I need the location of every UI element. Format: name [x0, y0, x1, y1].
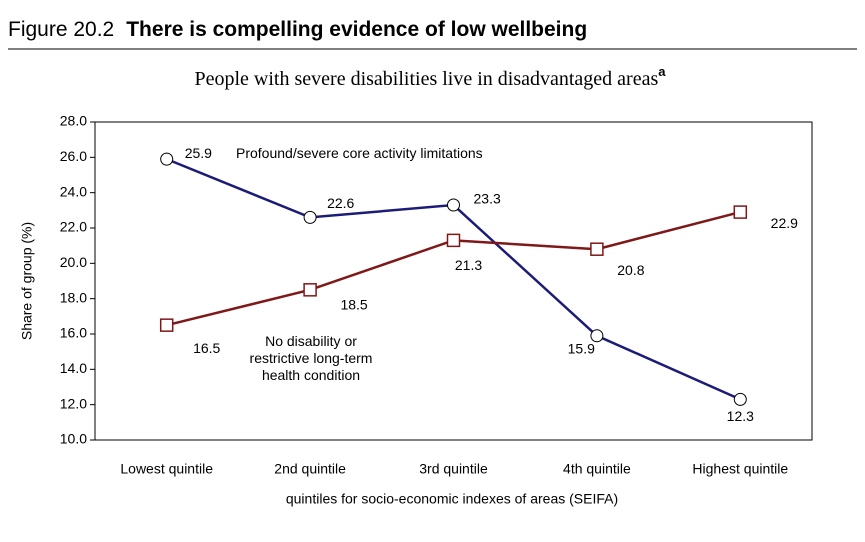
y-tick-label: 20.0	[60, 254, 87, 270]
data-label: 23.3	[474, 191, 501, 207]
subtitle-superscript: a	[658, 64, 666, 79]
x-axis-title: quintiles for socio-economic indexes of …	[286, 491, 618, 507]
y-tick-label: 26.0	[60, 148, 87, 164]
title: There is compelling evidence of low well…	[126, 18, 587, 41]
marker	[303, 210, 317, 224]
marker	[733, 205, 748, 219]
subtitle: People with severe disabilities live in …	[195, 68, 659, 90]
marker	[447, 198, 460, 212]
marker	[160, 152, 174, 166]
data-label: 15.9	[568, 340, 595, 356]
data-label: 21.3	[455, 257, 482, 273]
subtitle-line: People with severe disabilities live in …	[195, 64, 667, 89]
x-tick-label: 3rd quintile	[419, 461, 488, 477]
y-tick-label: 14.0	[60, 360, 87, 376]
marker	[590, 242, 604, 256]
y-tick-label: 24.0	[60, 183, 87, 199]
figure-title: Figure 20.2 There is compelling evidence …	[8, 18, 587, 41]
marker	[303, 283, 317, 297]
series-line	[166, 210, 741, 327]
x-tick-label: 4th quintile	[563, 461, 631, 477]
y-tick-label: 12.0	[60, 395, 87, 411]
data-label: 16.5	[193, 340, 220, 356]
y-tick-label: 16.0	[60, 325, 87, 341]
series-label: No disability or restrictive long-term h…	[249, 333, 373, 383]
data-label: 20.8	[617, 262, 644, 278]
marker	[590, 329, 604, 343]
data-label: 25.9	[185, 145, 212, 161]
y-axis-title: Share of group (%)	[19, 222, 35, 340]
marker	[446, 233, 461, 248]
y-tick-label: 22.0	[60, 219, 87, 235]
y-tick-label: 18.0	[60, 289, 87, 305]
marker	[733, 392, 747, 406]
x-tick-label: Lowest quintile	[120, 461, 213, 477]
marker	[159, 318, 174, 332]
y-tick-label: 28.0	[60, 113, 87, 129]
figure-label: Figure 20.2	[8, 18, 114, 41]
series-label: Profound/severe core activity limitation…	[236, 145, 483, 161]
x-tick-label: Highest quintile	[692, 461, 788, 477]
data-label: 18.5	[340, 297, 367, 313]
y-tick-label: 10.0	[60, 431, 87, 447]
data-label: 22.9	[771, 215, 798, 231]
data-label: 12.3	[727, 408, 754, 424]
data-label: 22.6	[327, 195, 354, 211]
plot-frame	[94, 121, 813, 441]
x-tick-label: 2nd quintile	[274, 461, 346, 477]
